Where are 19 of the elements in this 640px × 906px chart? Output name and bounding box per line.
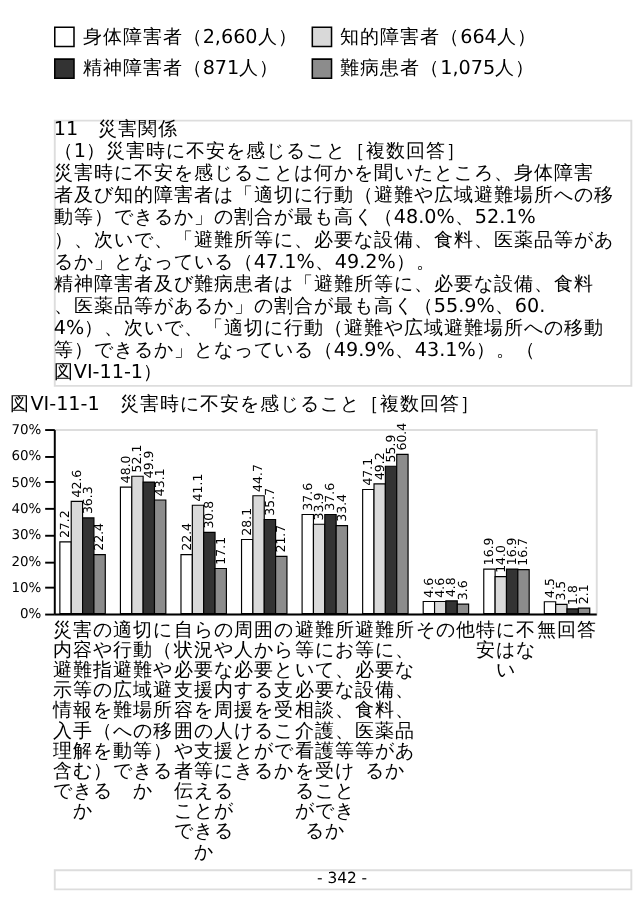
chart-title: 図VI-11-1 災害時に不安を感じること［複数回答］ <box>10 391 480 416</box>
legend-label: 知的障害者（664人） <box>340 24 537 49</box>
text: 災害時に不安を感じることは何かを聞いたところ、身体障害者及び知的障害者は「適切に行動（避難や広域避難場所への移動等）できるか」の割合が最も高く（48.0%、52.1%）、次いで、「避難所等に、必要な設備、食料、医薬品等があるか」となっている（47.1%、49.2%）。 <box>53 161 614 274</box>
category-label: 適切に行動（避難や広域避難場所への移動等）できるか <box>113 619 174 804</box>
text: （1）災害時に不安を感じること［複数回答］ <box>53 139 467 164</box>
category-label: 避難所等において、必要な相談、介護、看護等を受けることができるか <box>294 619 355 844</box>
legend-label: 身体障害者（2,660人） <box>82 24 298 49</box>
text: 11 災害関係 <box>53 117 179 142</box>
text: 精神障害者及び難病患者は「避難所等に、必要な設備、食料、医薬品等があるか」の割合が最も高く（55.9%、60.4%）、次いで、「適切に行動（避難や広域避難場所への移動等）できるか」となっている（49.9%、43.1%）。（図VI-11-1） <box>53 271 605 385</box>
x-tick-label: 特に不安はない <box>476 617 537 683</box>
category-label: 自らの状況や必要な支援内容を周囲の人や支援者等に伝えることができるか <box>173 619 234 864</box>
legend-label: 難病患者（1,075人） <box>340 56 536 81</box>
legend-label: 精神障害者（871人） <box>82 56 280 81</box>
x-tick-label: その他 <box>415 617 476 642</box>
text: - 342 - <box>317 868 368 887</box>
x-tick-label: 無回答 <box>537 617 598 642</box>
x-tick-label: 周囲の人から必要とする支援を受けることができるか <box>234 619 297 783</box>
category-label: 災害の内容や避難指示等の情報を入手（理解を含む）できるか <box>52 619 113 824</box>
x-tick-label: 避難所等に、必要な設備、食料、医薬品等があるか <box>355 617 416 783</box>
